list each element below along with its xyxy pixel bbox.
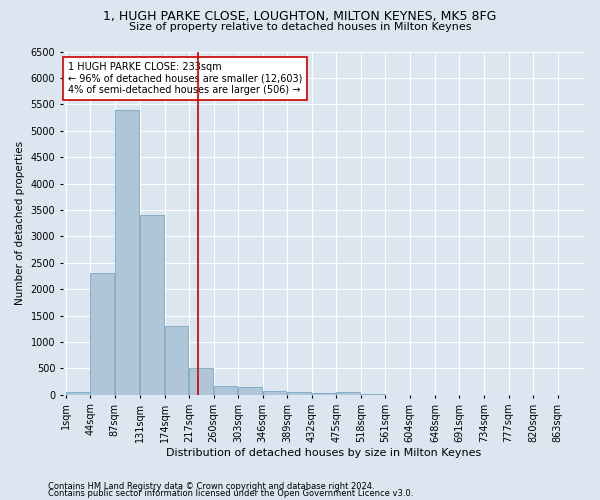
Bar — [115, 110, 139, 395]
Bar — [66, 392, 89, 395]
Text: Contains public sector information licensed under the Open Government Licence v3: Contains public sector information licen… — [48, 490, 413, 498]
Text: 1, HUGH PARKE CLOSE, LOUGHTON, MILTON KEYNES, MK5 8FG: 1, HUGH PARKE CLOSE, LOUGHTON, MILTON KE… — [103, 10, 497, 23]
Bar — [263, 391, 286, 395]
Text: Size of property relative to detached houses in Milton Keynes: Size of property relative to detached ho… — [129, 22, 471, 32]
Bar — [287, 392, 311, 395]
Bar — [312, 394, 335, 395]
Bar — [164, 326, 188, 395]
Y-axis label: Number of detached properties: Number of detached properties — [15, 141, 25, 305]
X-axis label: Distribution of detached houses by size in Milton Keynes: Distribution of detached houses by size … — [166, 448, 482, 458]
Bar — [361, 394, 385, 395]
Bar — [238, 387, 262, 395]
Bar — [214, 386, 238, 395]
Bar — [91, 274, 114, 395]
Bar — [336, 392, 360, 395]
Text: Contains HM Land Registry data © Crown copyright and database right 2024.: Contains HM Land Registry data © Crown c… — [48, 482, 374, 491]
Text: 1 HUGH PARKE CLOSE: 233sqm
← 96% of detached houses are smaller (12,603)
4% of s: 1 HUGH PARKE CLOSE: 233sqm ← 96% of deta… — [68, 62, 302, 95]
Bar — [140, 215, 164, 395]
Bar — [189, 368, 213, 395]
